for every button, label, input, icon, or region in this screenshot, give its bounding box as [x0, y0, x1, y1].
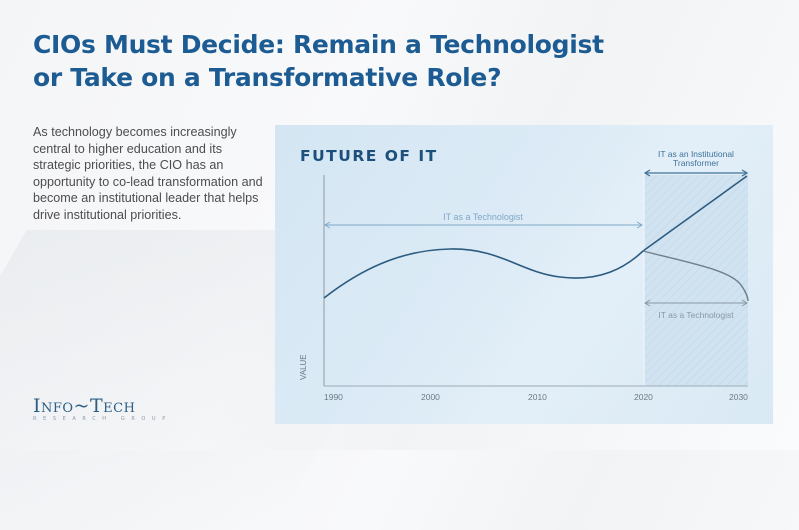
title-line-2: or Take on a Transformative Role?	[33, 63, 502, 92]
page-title: CIOs Must Decide: Remain a Technologist …	[33, 28, 604, 94]
transformer-label-line2: Transformer	[673, 158, 719, 168]
chart-title: FUTURE OF IT	[300, 147, 438, 165]
transformer-label-line1: IT as an Institutional	[658, 149, 734, 159]
info-tech-logo: Info~Tech RESEARCH GROUP	[33, 396, 172, 422]
x-tick-2020: 2020	[634, 392, 653, 402]
logo-wordmark: Info~Tech	[33, 395, 136, 417]
transformer-line	[642, 175, 748, 252]
x-tick-2000: 2000	[421, 392, 440, 402]
x-tick-2030: 2030	[729, 392, 748, 402]
historical-technologist-line	[323, 248, 644, 299]
x-tick-2010: 2010	[528, 392, 547, 402]
future-technologist-span-arrow	[644, 299, 748, 307]
technologist-label-upper: IT as a Technologist	[443, 212, 523, 222]
technologist-span-arrow	[324, 221, 643, 229]
technologist-label-lower: IT as a Technologist	[658, 310, 734, 320]
transformer-span-arrow	[643, 169, 749, 177]
future-of-it-chart: IT as a Technologist IT as an Institutio…	[299, 149, 749, 402]
x-tick-1990: 1990	[324, 392, 343, 402]
intro-paragraph: As technology becomes increasingly centr…	[33, 125, 263, 222]
future-technologist-line	[642, 250, 749, 302]
y-axis-label: VALUE	[299, 354, 308, 380]
logo-subtitle: RESEARCH GROUP	[33, 416, 172, 422]
title-line-1: CIOs Must Decide: Remain a Technologist	[33, 30, 604, 59]
future-shaded-region	[644, 175, 748, 386]
